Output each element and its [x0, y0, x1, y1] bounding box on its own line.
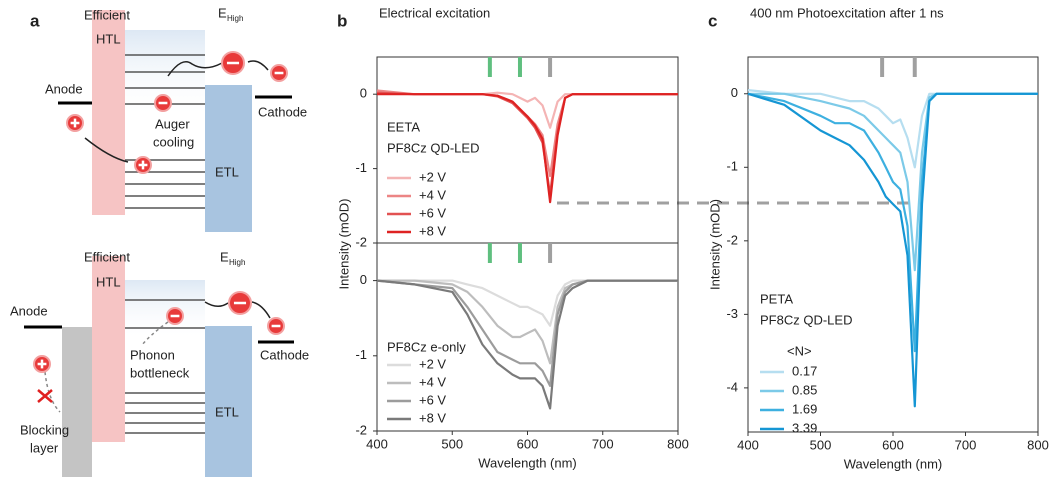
arrow — [84, 137, 129, 163]
legend-label: 0.85 — [792, 382, 817, 397]
series-line — [377, 93, 678, 204]
htl-label: HTL — [96, 274, 121, 289]
annotation: EETA — [387, 119, 420, 134]
blocking-label: layer — [30, 440, 59, 455]
panel-label: b — [337, 11, 347, 30]
arrow — [167, 61, 223, 77]
etl-label: ETL — [215, 404, 239, 419]
anode-label: Anode — [45, 81, 83, 96]
y-tick-label: 0 — [731, 85, 738, 100]
cathode-label: Cathode — [258, 104, 307, 119]
y-tick-label: -1 — [726, 159, 738, 174]
x-tick-label: 700 — [592, 436, 614, 451]
chart-title: 400 nm Photoexcitation after 1 ns — [750, 5, 944, 20]
annotation: PF8Cz QD-LED — [760, 312, 852, 327]
legend-label: 0.17 — [792, 363, 817, 378]
etl-block — [205, 85, 252, 232]
energy-sub: High — [229, 258, 245, 267]
process-label: cooling — [153, 134, 194, 149]
x-axis-label: Wavelength (nm) — [478, 455, 577, 470]
x-tick-label: 800 — [667, 436, 689, 451]
legend-label: +4 V — [419, 187, 446, 202]
panel-label: a — [30, 11, 40, 30]
etl-block — [205, 326, 252, 477]
arrow — [44, 371, 61, 413]
htl-block — [92, 256, 125, 442]
arrow — [141, 321, 169, 346]
arrow — [251, 301, 271, 319]
arrow — [247, 60, 269, 71]
blocking-block — [62, 327, 92, 477]
legend-label: +6 V — [419, 392, 446, 407]
annotation: PF8Cz QD-LED — [387, 140, 479, 155]
blocked-mark — [37, 389, 53, 403]
process-label: Phonon — [130, 347, 175, 362]
y-tick-label: 0 — [360, 86, 367, 101]
legend-label: +4 V — [419, 374, 446, 389]
legend-title: <N> — [787, 343, 812, 358]
legend-label: +6 V — [419, 205, 446, 220]
y-axis-label: Intensity (mOD) — [707, 199, 722, 290]
anode-label: Anode — [10, 303, 48, 318]
chart-title: Electrical excitation — [379, 5, 490, 20]
legend-label: +8 V — [419, 410, 446, 425]
y-tick-label: -4 — [726, 379, 738, 394]
legend-label: 1.69 — [792, 401, 817, 416]
y-axis-label: Intensity (mOD) — [336, 198, 351, 289]
series-line — [376, 279, 678, 410]
legend-label: 3.39 — [792, 420, 817, 435]
blocking-label: Blocking — [20, 422, 69, 437]
y-tick-label: -2 — [355, 422, 367, 437]
panel-a: a Efficient HTL E High Anode Cathode Aug… — [10, 5, 309, 477]
y-tick-label: 0 — [360, 272, 367, 287]
x-tick-label: 600 — [882, 437, 904, 452]
y-tick-label: -1 — [355, 160, 367, 175]
x-tick-label: 800 — [1027, 437, 1049, 452]
x-tick-label: 500 — [441, 436, 463, 451]
series-line — [747, 89, 1038, 169]
series-line — [377, 279, 678, 327]
x-tick-label: 700 — [955, 437, 977, 452]
series-line — [376, 91, 678, 129]
htl-label: Efficient — [84, 7, 130, 22]
cathode-label: Cathode — [260, 347, 309, 362]
legend-label: +2 V — [419, 169, 446, 184]
annotation: PETA — [760, 291, 793, 306]
x-axis-label: Wavelength (nm) — [844, 456, 943, 471]
series-line — [376, 89, 678, 178]
energy-label: E — [220, 249, 229, 264]
process-label: bottleneck — [130, 365, 190, 380]
x-tick-label: 400 — [737, 437, 759, 452]
process-label: Auger — [155, 116, 190, 131]
energy-sub: High — [227, 14, 243, 23]
y-tick-label: -2 — [355, 234, 367, 249]
energy-levels — [125, 299, 205, 434]
carriers — [33, 51, 288, 373]
y-tick-label: -3 — [726, 306, 738, 321]
y-tick-label: -1 — [355, 347, 367, 362]
y-tick-label: -2 — [726, 232, 738, 247]
htl-block — [92, 10, 125, 215]
htl-label: Efficient — [84, 249, 130, 264]
legend-label: +2 V — [419, 356, 446, 371]
etl-label: ETL — [215, 164, 239, 179]
x-tick-label: 400 — [366, 436, 388, 451]
series-line — [747, 92, 1038, 408]
htl-label: HTL — [96, 31, 121, 46]
x-tick-label: 600 — [517, 436, 539, 451]
x-tick-label: 500 — [810, 437, 832, 452]
arrow — [204, 301, 229, 307]
band-gradient — [125, 280, 205, 340]
annotation: PF8Cz e-only — [387, 339, 466, 354]
energy-label: E — [218, 5, 227, 20]
panel-label: c — [708, 11, 717, 30]
legend-label: +8 V — [419, 223, 446, 238]
